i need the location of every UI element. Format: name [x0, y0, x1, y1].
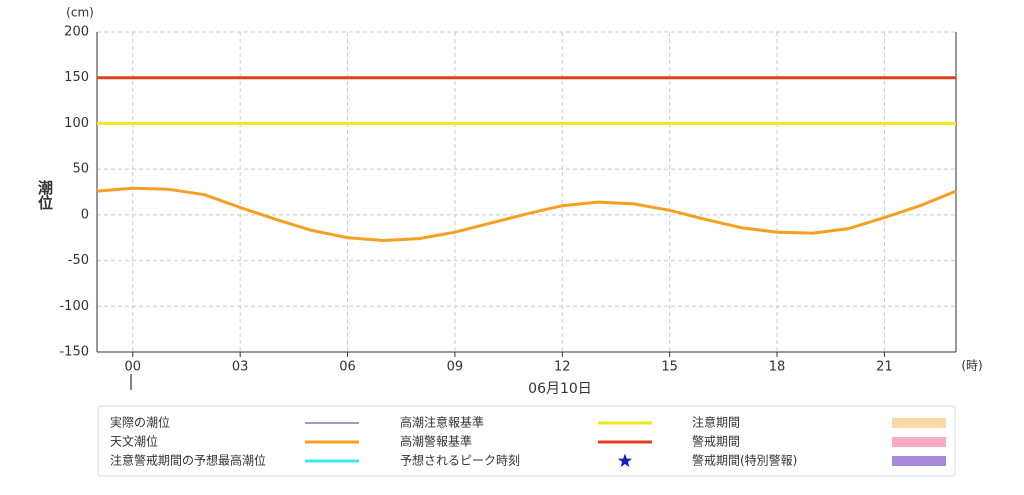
y-tick-label: 100 — [64, 116, 89, 131]
tide-line — [96, 186, 957, 242]
date-label: 06月10日 — [528, 381, 592, 397]
x-tick-label: 09 — [447, 360, 464, 375]
legend-swatch — [892, 418, 946, 428]
legend-label: 天文潮位 — [110, 434, 158, 449]
legend-label: 実際の潮位 — [110, 415, 170, 430]
y-tick-label: 150 — [64, 70, 89, 85]
y-unit: (cm) — [66, 6, 94, 20]
y-tick-label: -150 — [59, 345, 89, 360]
legend-label: 高潮警報基準 — [400, 434, 472, 449]
y-tick-label: -50 — [68, 253, 89, 268]
legend-label: 予想されるピーク時刻 — [400, 453, 520, 468]
y-tick-label: 200 — [64, 25, 89, 40]
legend-label: 高潮注意報基準 — [400, 415, 484, 430]
legend-label: 注意期間 — [692, 415, 740, 430]
x-tick-label: 12 — [554, 360, 571, 375]
y-axis-label: 潮位 — [36, 179, 54, 210]
x-unit: (時) — [961, 359, 982, 373]
x-tick-label: 18 — [769, 360, 786, 375]
legend-label: 注意警戒期間の予想最高潮位 — [110, 453, 266, 468]
x-tick-label: 21 — [876, 360, 893, 375]
legend-label: 警戒期間 — [692, 434, 740, 449]
legend-swatch — [617, 453, 633, 468]
legend-swatch — [892, 456, 946, 466]
x-tick-label: 00 — [125, 360, 142, 375]
legend-label: 警戒期間(特別警報) — [692, 453, 797, 468]
x-tick-label: 03 — [232, 360, 249, 375]
legend-swatch — [892, 437, 946, 447]
y-tick-label: 0 — [81, 207, 89, 222]
y-tick-label: 50 — [72, 162, 89, 177]
x-tick-label: 15 — [661, 360, 678, 375]
y-tick-label: -100 — [59, 299, 89, 314]
x-tick-label: 06 — [339, 360, 356, 375]
